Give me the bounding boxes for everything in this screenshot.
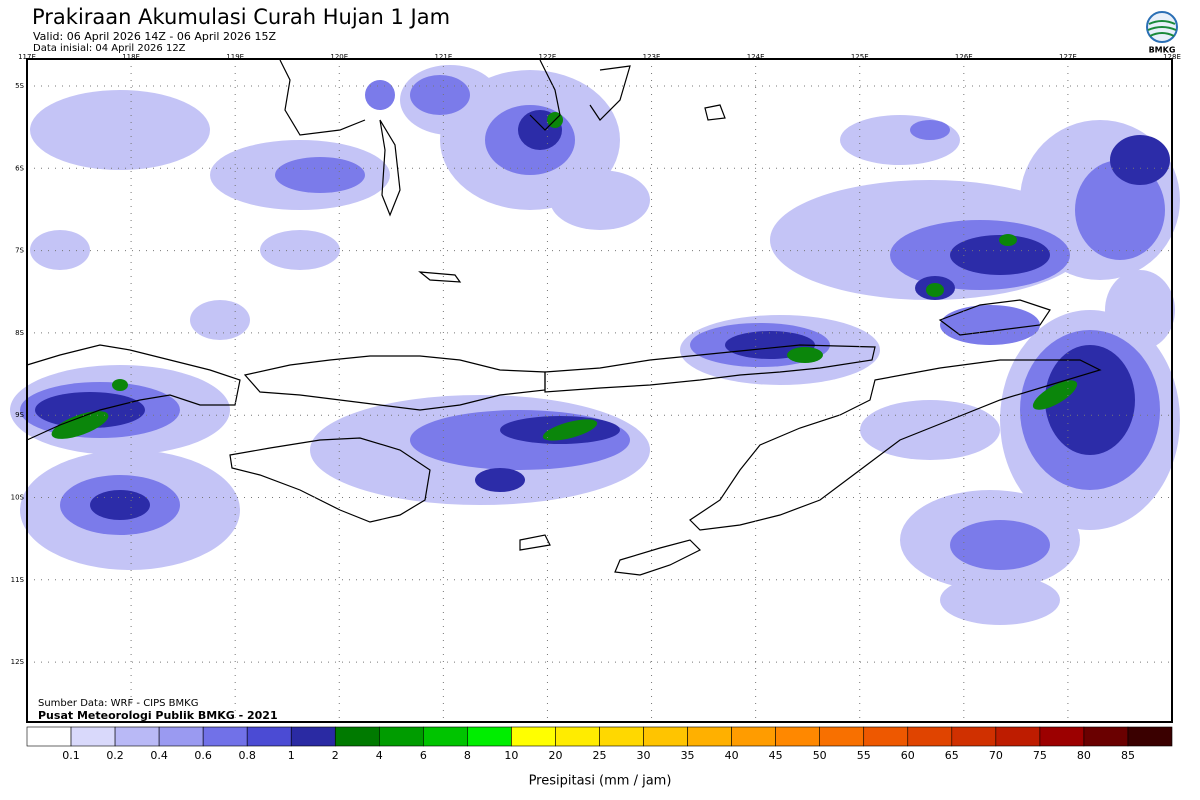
valid-time: Valid: 06 April 2026 14Z - 06 April 2026… — [33, 30, 276, 43]
title: Prakiraan Akumulasi Curah Hujan 1 Jam — [32, 5, 450, 29]
colorbar-box — [467, 726, 512, 747]
colorbar-box — [158, 726, 204, 747]
graticule: 117E 118E 119E 120E 121E 122E 123E 124E 125E 126E… — [11, 53, 1181, 722]
colorbar-box — [643, 726, 688, 747]
colorbar-title: Presipitasi (mm / jam) — [529, 774, 672, 789]
colorbar: 0.1 0.2 0.4 0.6 0.8 1 2 4 6 8 10 20 25 30 35 40 45 50 55 60… — [26, 726, 1173, 762]
colorbar-box — [819, 726, 865, 747]
colorbar-label: 40 — [725, 749, 739, 762]
colorbar-label: 0.6 — [194, 749, 212, 762]
colorbar-label: 0.2 — [106, 749, 124, 762]
colorbar-label: 70 — [989, 749, 1003, 762]
colorbar-box — [1039, 726, 1085, 747]
lon-label: 128E — [1163, 53, 1181, 61]
colorbar-box — [863, 726, 909, 747]
coastlines — [26, 59, 1102, 576]
lon-label: 119E — [226, 53, 244, 61]
lon-label: 126E — [955, 53, 973, 61]
colorbar-box — [599, 726, 644, 747]
lat-label: 8S — [15, 329, 24, 337]
colorbar-box — [511, 726, 556, 747]
colorbar-label: 85 — [1121, 749, 1135, 762]
colorbar-label: 75 — [1033, 749, 1047, 762]
colorbar-label: 10 — [504, 749, 518, 762]
lon-label: 121E — [434, 53, 452, 61]
lat-label: 10S — [11, 494, 25, 502]
lon-label: 127E — [1059, 53, 1077, 61]
colorbar-label: 25 — [593, 749, 607, 762]
colorbar-label: 4 — [376, 749, 383, 762]
lat-label: 6S — [15, 164, 24, 172]
colorbar-box — [290, 726, 336, 747]
colorbar-label: 8 — [464, 749, 471, 762]
colorbar-box — [775, 726, 820, 747]
colorbar-label: 20 — [548, 749, 562, 762]
map: 117E 118E 119E 120E 121E 122E 123E 124E 125E 126E… — [10, 53, 1181, 723]
colorbar-label: 6 — [420, 749, 427, 762]
lon-label: 123E — [643, 53, 661, 61]
lat-label: 12S — [11, 658, 25, 666]
colorbar-label: 2 — [332, 749, 339, 762]
colorbar-label: 80 — [1077, 749, 1091, 762]
colorbar-label: 35 — [681, 749, 695, 762]
colorbar-label: 0.8 — [238, 749, 256, 762]
map-frame — [26, 58, 1173, 723]
source-text: Sumber Data: WRF - CIPS BMKG — [38, 698, 198, 709]
colorbar-box — [70, 726, 116, 747]
colorbar-box — [379, 726, 424, 747]
colorbar-label: 0.4 — [150, 749, 168, 762]
lat-label: 9S — [15, 411, 24, 419]
lon-label: 120E — [330, 53, 348, 61]
lon-label: 125E — [851, 53, 869, 61]
credit-text: Pusat Meteorologi Publik BMKG - 2021 — [38, 709, 278, 722]
colorbar-box — [114, 726, 160, 747]
init-time: Data inisial: 04 April 2026 12Z — [33, 43, 186, 54]
lon-label: 122E — [539, 53, 557, 61]
logo-waves — [1147, 20, 1177, 37]
colorbar-box — [687, 726, 732, 747]
rain-field — [10, 65, 1180, 625]
colorbar-box — [246, 726, 292, 747]
colorbar-label: 30 — [637, 749, 651, 762]
logo-text: BMKG — [1149, 46, 1176, 55]
colorbar-box — [202, 726, 248, 747]
colorbar-box — [951, 726, 997, 747]
colorbar-label: 55 — [857, 749, 871, 762]
colorbar-box — [555, 726, 600, 747]
lat-label: 5S — [15, 82, 24, 90]
colorbar-label: 65 — [945, 749, 959, 762]
colorbar-label: 1 — [288, 749, 295, 762]
colorbar-box — [1083, 726, 1129, 747]
logo: BMKG — [1146, 11, 1178, 55]
colorbar-box — [423, 726, 468, 747]
lat-label: 7S — [15, 247, 24, 255]
colorbar-box — [1127, 726, 1173, 747]
colorbar-label: 60 — [901, 749, 915, 762]
colorbar-box — [995, 726, 1041, 747]
colorbar-box — [731, 726, 776, 747]
lat-label: 11S — [11, 576, 25, 584]
colorbar-label: 45 — [769, 749, 783, 762]
colorbar-label: 50 — [813, 749, 827, 762]
colorbar-box — [334, 726, 380, 747]
colorbar-box — [907, 726, 953, 747]
lon-label: 124E — [747, 53, 765, 61]
colorbar-label: 0.1 — [62, 749, 80, 762]
colorbar-box — [26, 726, 72, 747]
lon-label: 118E — [122, 53, 140, 61]
lon-label: 117E — [18, 53, 36, 61]
